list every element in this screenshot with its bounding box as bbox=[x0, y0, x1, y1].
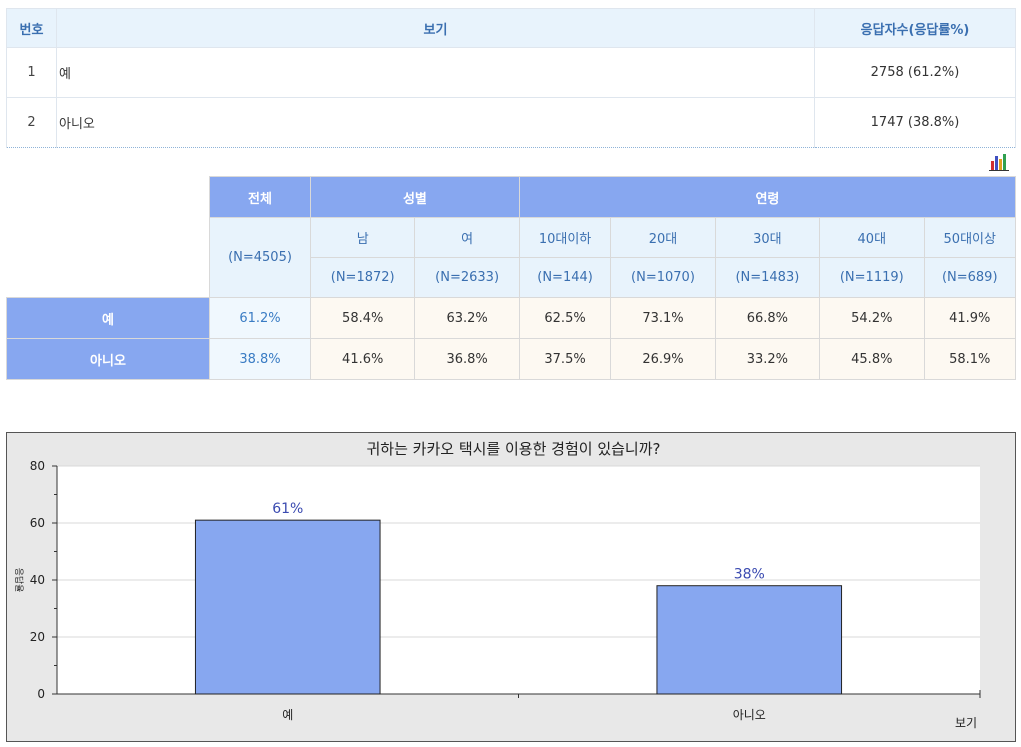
row-total: 61.2% bbox=[209, 297, 311, 339]
cell: 66.8% bbox=[714, 297, 821, 339]
cell: 26.9% bbox=[610, 338, 716, 380]
column-n: (N=689) bbox=[923, 257, 1016, 298]
bar bbox=[194, 519, 381, 695]
cell: 54.2% bbox=[819, 297, 925, 339]
chart-canvas: 귀하는 카카오 택시를 이용한 경험이 있습니까? 0 20 40 60 80 61% 예 38… bbox=[13, 440, 981, 730]
total-n: (N=4505) bbox=[209, 217, 311, 298]
response-summary-table: 번호 보기 응답자수(응답률%) 1 예 2758 (61.2%) 2 아니오 … bbox=[6, 8, 1016, 148]
cell: 41.9% bbox=[923, 297, 1016, 339]
header-age: 연령 bbox=[518, 176, 1017, 218]
column-label: 여 bbox=[414, 217, 520, 258]
cell: 58.1% bbox=[923, 338, 1016, 380]
cell: 41.6% bbox=[309, 338, 416, 380]
cell: 58.4% bbox=[309, 297, 416, 339]
column-n: (N=1070) bbox=[610, 257, 716, 298]
row-count: 1747 (38.8%) bbox=[814, 97, 1016, 148]
cell: 45.8% bbox=[819, 338, 925, 380]
column-n: (N=144) bbox=[518, 257, 612, 298]
cell: 63.2% bbox=[414, 297, 520, 339]
column-label: 30대 bbox=[714, 217, 821, 258]
cell: 37.5% bbox=[518, 338, 612, 380]
y-tick-label: 0 bbox=[37, 687, 45, 701]
column-label: 10대이하 bbox=[518, 217, 612, 258]
column-label: 20대 bbox=[610, 217, 716, 258]
x-tick-label: 예 bbox=[282, 708, 293, 722]
table-row: 1 예 2758 (61.2%) bbox=[6, 47, 1016, 98]
header-option: 보기 bbox=[56, 8, 815, 48]
row-label: 예 bbox=[6, 297, 210, 339]
table-row: 아니오 38.8% 41.6% 36.8% 37.5% 26.9% 33.2% … bbox=[6, 338, 1016, 380]
header-number: 번호 bbox=[6, 8, 57, 48]
row-label: 아니오 bbox=[6, 338, 210, 380]
column-label: 50대이상 bbox=[923, 217, 1016, 258]
bar-chart-icon[interactable] bbox=[988, 152, 1010, 172]
column-n: (N=1872) bbox=[309, 257, 416, 298]
row-number: 2 bbox=[6, 97, 57, 148]
y-tick-label: 80 bbox=[30, 459, 45, 473]
cell: 73.1% bbox=[610, 297, 716, 339]
row-option: 아니오 bbox=[56, 97, 815, 148]
y-axis-label: 응답율 bbox=[13, 568, 25, 593]
data-label: 61% bbox=[272, 501, 303, 517]
column-label: 남 bbox=[309, 217, 416, 258]
row-total: 38.8% bbox=[209, 338, 311, 380]
row-number: 1 bbox=[6, 47, 57, 98]
header-gender: 성별 bbox=[310, 176, 520, 218]
bar bbox=[656, 585, 843, 695]
header-count: 응답자수(응답률%) bbox=[814, 8, 1016, 48]
bar-chart: 귀하는 카카오 택시를 이용한 경험이 있습니까? 0 20 40 60 80 61% 예 38… bbox=[6, 432, 1016, 742]
y-tick-label: 60 bbox=[30, 516, 45, 530]
cell: 36.8% bbox=[414, 338, 520, 380]
table-row: 2 아니오 1747 (38.8%) bbox=[6, 97, 1016, 148]
column-n: (N=2633) bbox=[414, 257, 520, 298]
x-axis-label: 보기 bbox=[955, 716, 977, 730]
column-n: (N=1119) bbox=[819, 257, 925, 298]
cell: 33.2% bbox=[714, 338, 821, 380]
y-tick-label: 20 bbox=[30, 630, 45, 644]
x-tick-label: 아니오 bbox=[733, 708, 766, 722]
row-option: 예 bbox=[56, 47, 815, 98]
y-tick-label: 40 bbox=[30, 573, 45, 587]
data-label: 38% bbox=[734, 567, 765, 583]
crosstab-table: 전체 성별 연령 (N=4505) 남 여 10대이하 20대 30대 40대 … bbox=[6, 176, 1017, 380]
header-total: 전체 bbox=[209, 176, 311, 218]
chart-title: 귀하는 카카오 택시를 이용한 경험이 있습니까? bbox=[366, 440, 660, 458]
table-row: 예 61.2% 58.4% 63.2% 62.5% 73.1% 66.8% 54… bbox=[6, 297, 1016, 339]
column-n: (N=1483) bbox=[714, 257, 821, 298]
cell: 62.5% bbox=[518, 297, 612, 339]
row-count: 2758 (61.2%) bbox=[814, 47, 1016, 98]
crosstab-corner bbox=[6, 176, 210, 298]
column-label: 40대 bbox=[819, 217, 925, 258]
